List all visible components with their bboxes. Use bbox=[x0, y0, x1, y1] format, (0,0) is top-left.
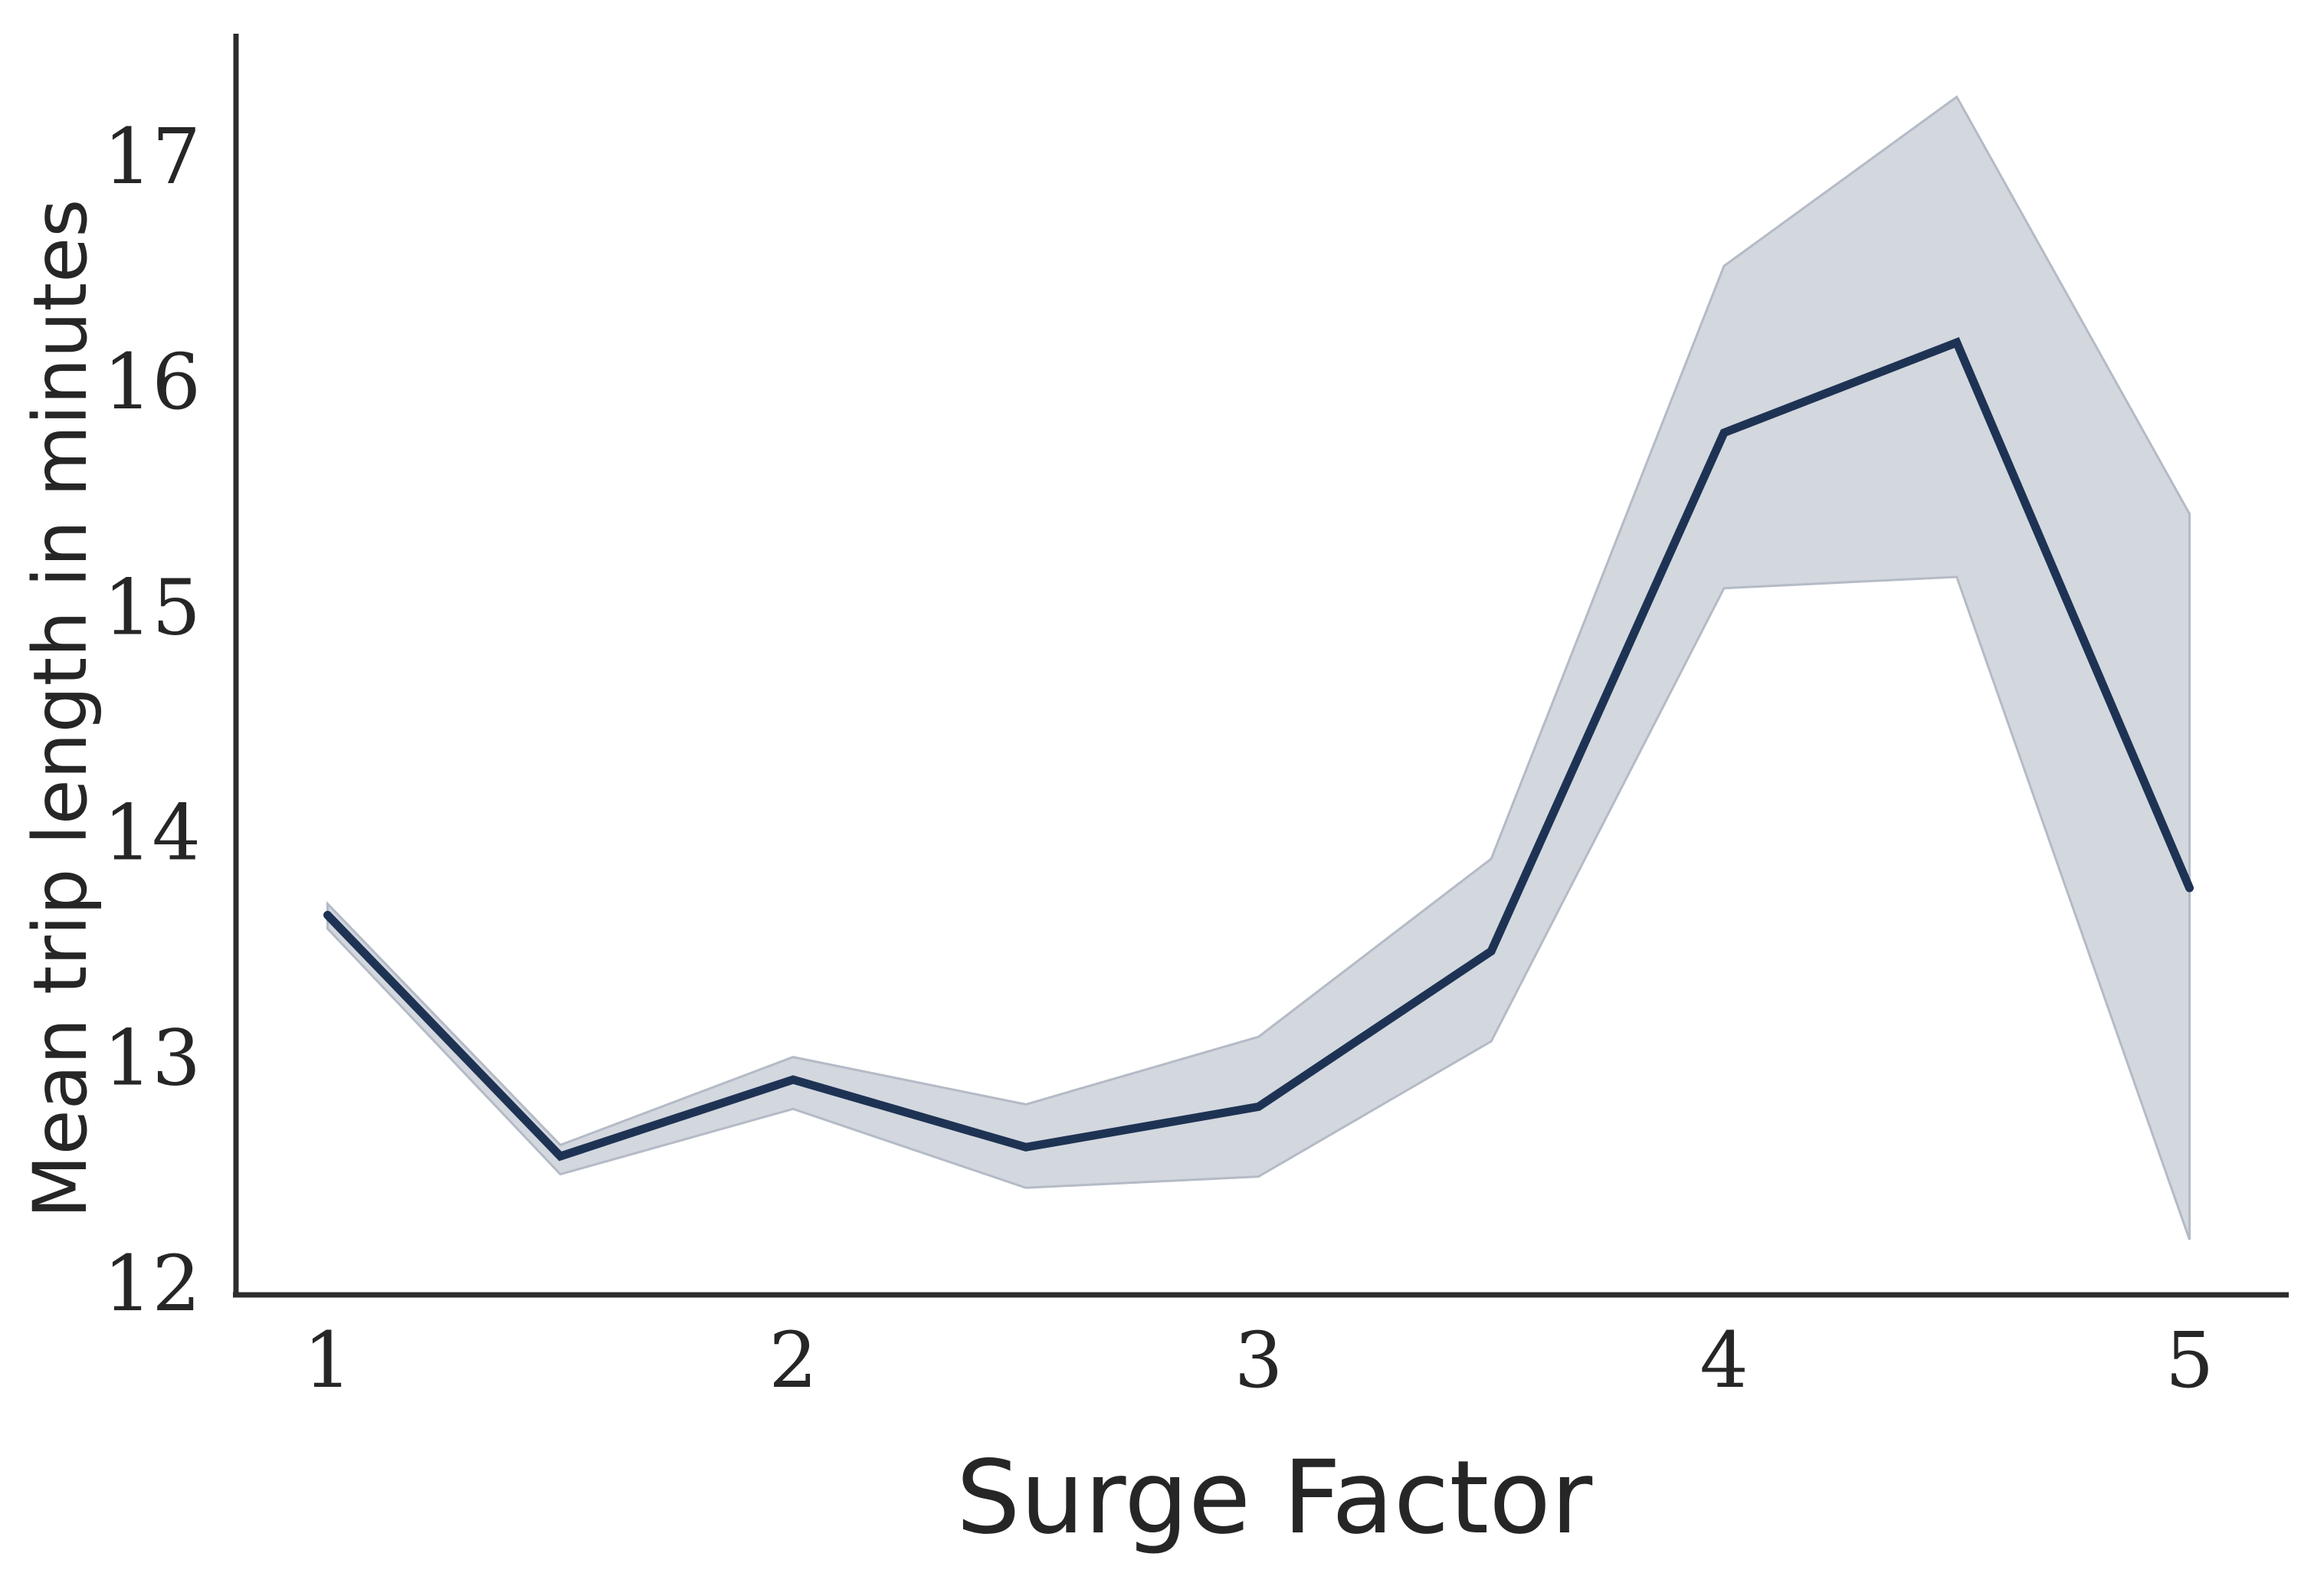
x-tick-label: 4 bbox=[1700, 1316, 1749, 1405]
x-tick-label: 2 bbox=[769, 1316, 818, 1405]
y-tick-label: 12 bbox=[103, 1239, 201, 1329]
x-tick-label: 3 bbox=[1234, 1316, 1283, 1405]
x-tick-labels: 1 2 3 4 5 bbox=[303, 1316, 2214, 1405]
x-tick-label: 5 bbox=[2165, 1316, 2214, 1405]
mean-line bbox=[323, 337, 2194, 1162]
y-tick-label: 16 bbox=[103, 337, 201, 427]
y-tick-label: 15 bbox=[103, 562, 201, 652]
x-tick-label: 1 bbox=[303, 1316, 352, 1405]
x-axis-title: Surge Factor bbox=[956, 1439, 1593, 1557]
y-tick-label: 14 bbox=[103, 788, 201, 878]
y-axis-title: Mean trip length in minutes bbox=[18, 199, 103, 1218]
y-tick-labels: 12 13 14 15 16 17 bbox=[103, 112, 201, 1329]
y-tick-label: 13 bbox=[103, 1014, 201, 1103]
confidence-band bbox=[326, 95, 2191, 1240]
y-tick-label: 17 bbox=[103, 112, 201, 202]
